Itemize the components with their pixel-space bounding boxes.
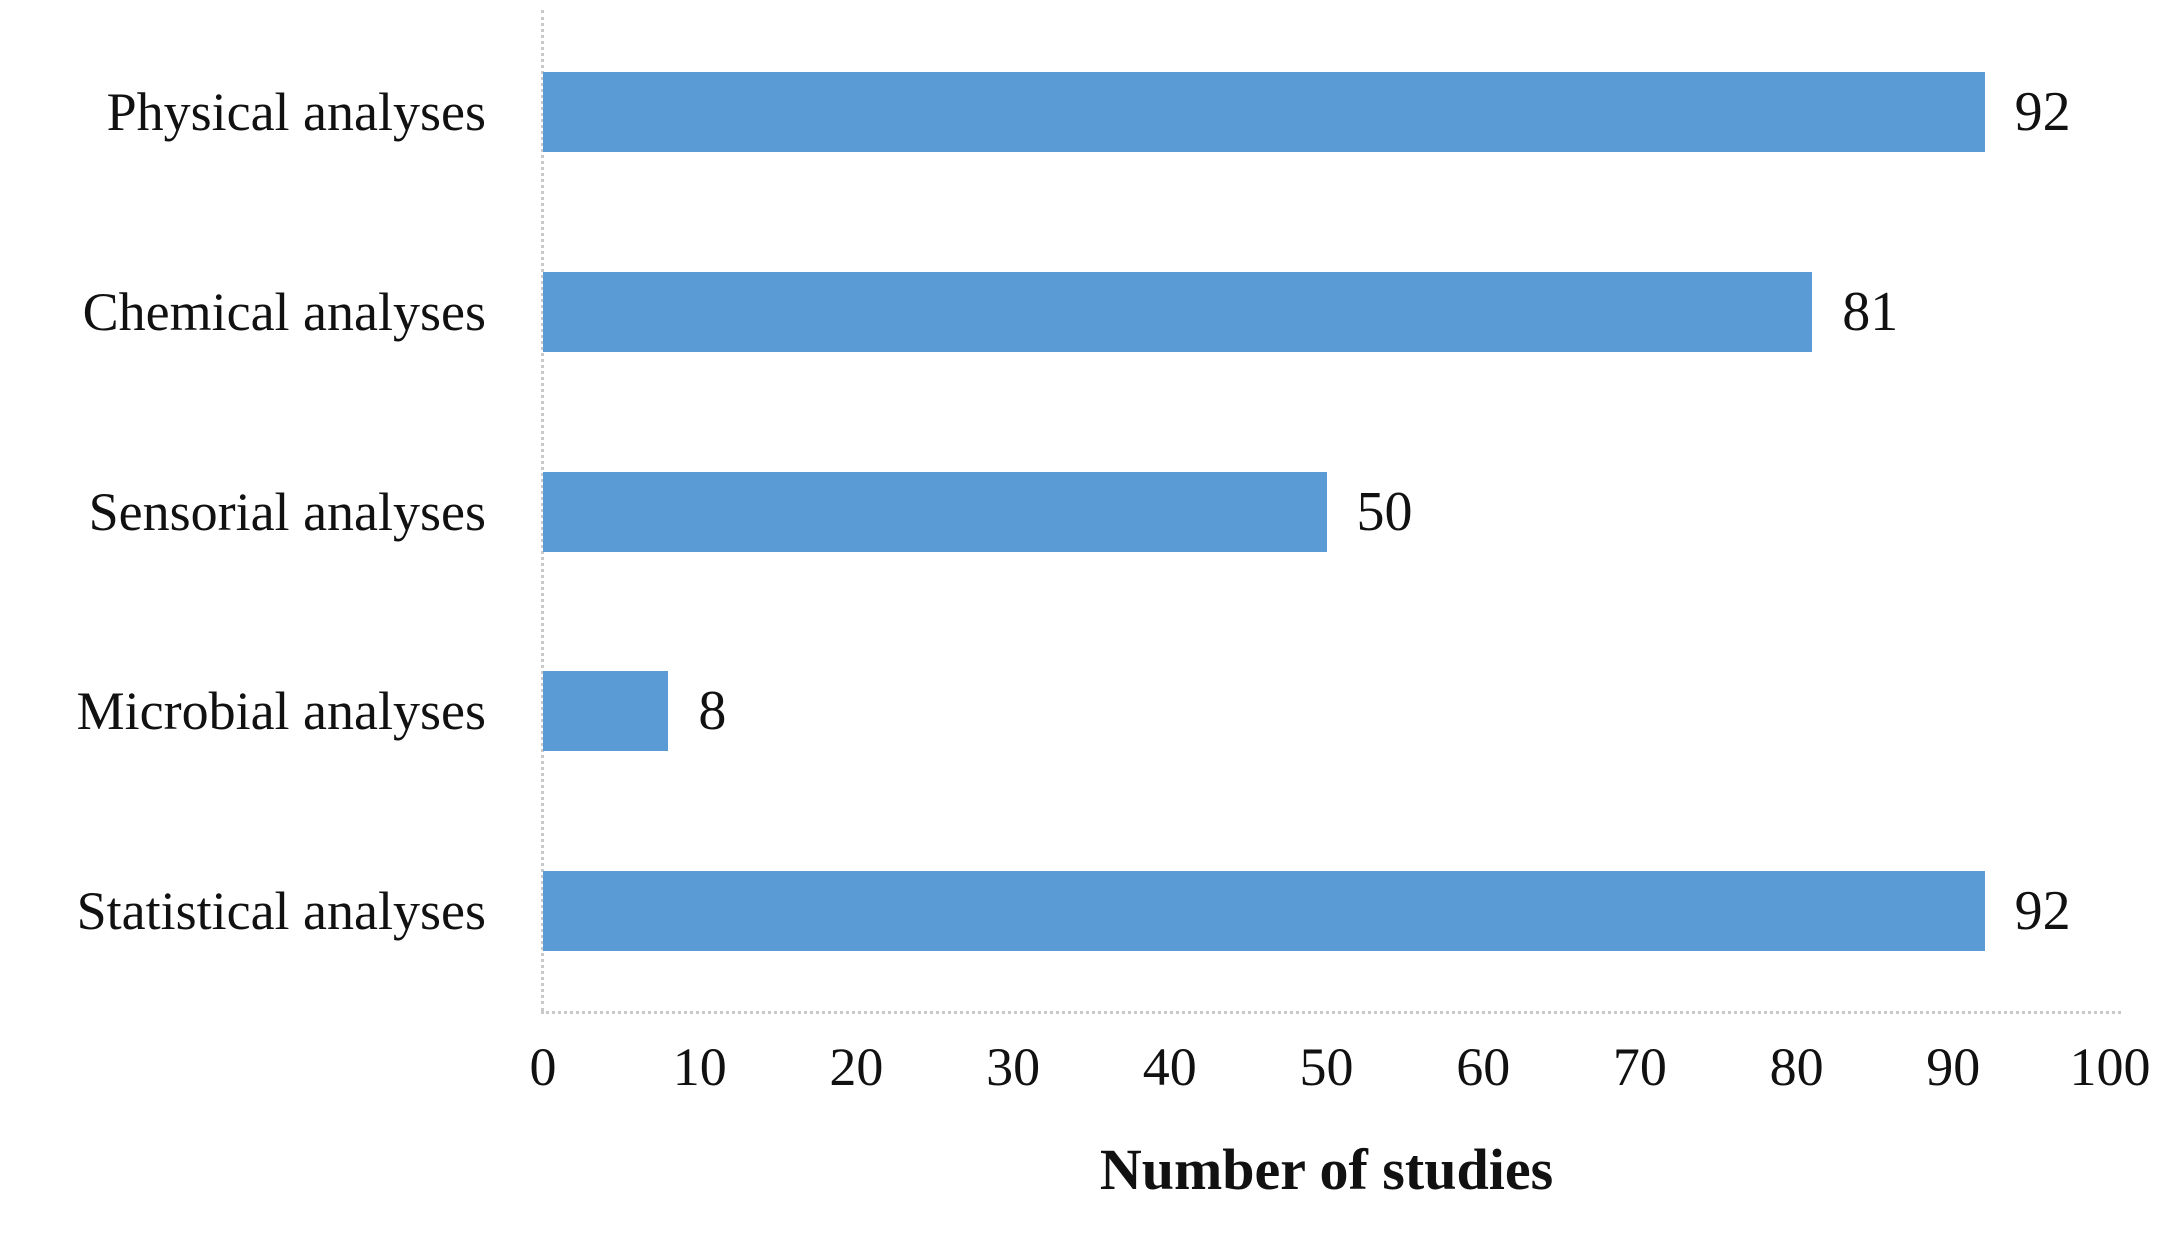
- x-tick-label: 0: [529, 1037, 557, 1097]
- bar: [543, 71, 1985, 152]
- x-tick-label: 100: [2069, 1037, 2151, 1097]
- x-tick-label: 90: [1926, 1037, 1981, 1097]
- x-tick-label: 60: [1456, 1037, 1511, 1097]
- bar: [543, 271, 1813, 352]
- category-label: Chemical analyses: [82, 281, 486, 342]
- bar: [543, 671, 669, 752]
- x-axis-title: Number of studies: [1099, 1137, 1554, 1202]
- x-tick-label: 50: [1299, 1037, 1354, 1097]
- category-label: Microbial analyses: [76, 681, 486, 742]
- x-axis-line: [541, 1011, 2121, 1014]
- bar: [543, 471, 1327, 552]
- bar: [543, 871, 1985, 952]
- value-label: 92: [2014, 880, 2071, 943]
- x-tick-label: 40: [1142, 1037, 1197, 1097]
- x-tick-label: 80: [1769, 1037, 1824, 1097]
- category-label: Physical analyses: [106, 81, 486, 142]
- value-label: 81: [1842, 280, 1899, 343]
- category-label: Sensorial analyses: [88, 481, 486, 542]
- x-tick-label: 20: [829, 1037, 884, 1097]
- category-label: Statistical analyses: [76, 881, 486, 942]
- value-label: 92: [2014, 80, 2071, 143]
- value-label: 50: [1356, 480, 1413, 543]
- value-label: 8: [698, 680, 727, 743]
- x-tick-label: 30: [986, 1037, 1041, 1097]
- x-tick-label: 70: [1612, 1037, 1667, 1097]
- y-axis-line: [541, 10, 544, 1011]
- x-tick-label: 10: [672, 1037, 727, 1097]
